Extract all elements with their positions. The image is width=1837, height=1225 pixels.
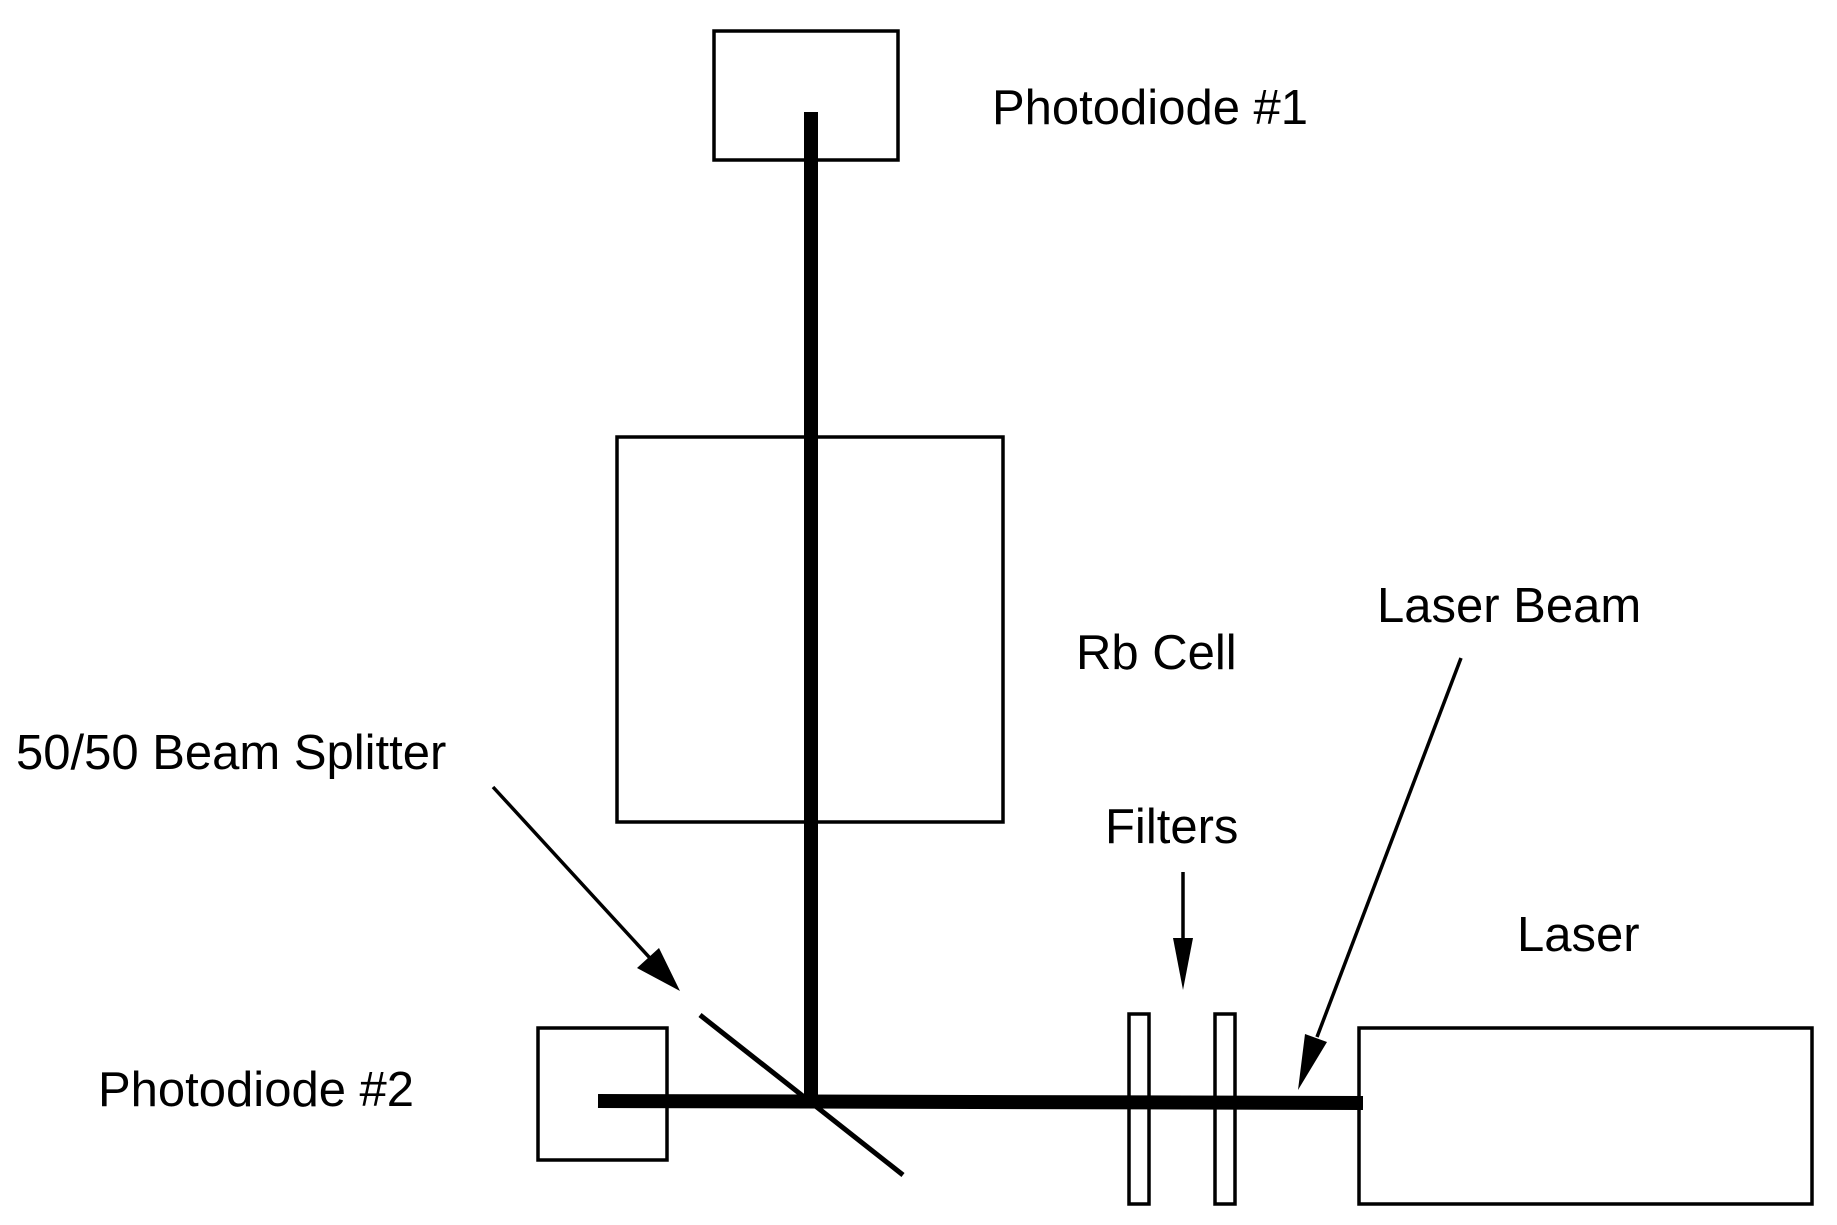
laser-beam-pointer-head bbox=[1298, 1034, 1327, 1090]
laser-box bbox=[1357, 1026, 1814, 1206]
laser-beam-pointer-line bbox=[1315, 657, 1463, 1038]
photodiode-1-label: Photodiode #1 bbox=[992, 81, 1308, 135]
laser-beam-horizontal bbox=[597, 1094, 1364, 1110]
laser-beam-label: Laser Beam bbox=[1377, 579, 1641, 633]
photodiode-2-box bbox=[536, 1026, 669, 1162]
laser-label: Laser bbox=[1517, 908, 1640, 962]
rb-cell-label: Rb Cell bbox=[1076, 626, 1237, 680]
filters-pointer-head bbox=[1173, 938, 1193, 990]
filters-label: Filters bbox=[1105, 800, 1238, 854]
beam-splitter-label: 50/50 Beam Splitter bbox=[16, 726, 446, 780]
beam-splitter-pointer-line bbox=[491, 785, 662, 971]
beam-splitter-pointer-head bbox=[637, 948, 680, 991]
photodiode-2-label: Photodiode #2 bbox=[98, 1063, 414, 1117]
beam-splitter bbox=[698, 1013, 905, 1177]
